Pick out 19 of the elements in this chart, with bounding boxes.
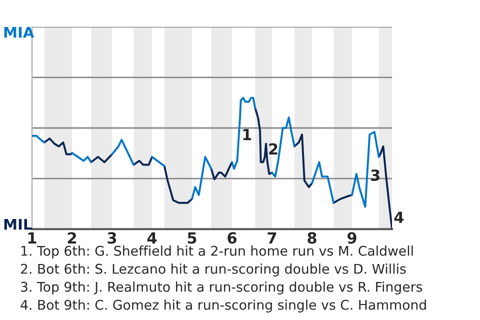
x-tick-label: 5: [188, 232, 196, 244]
annotation: 3: [371, 169, 380, 182]
x-tick-label: 8: [308, 232, 316, 244]
x-tick-label: 9: [347, 232, 356, 244]
text: MIA: [4, 26, 34, 38]
annotation: 2: [269, 143, 278, 155]
text: 4. Bot 9th: C. Gomez hit a run-scoring single vs C. Hammond: [20, 300, 426, 312]
text: MIL: [4, 218, 32, 230]
annotation: 4: [394, 212, 404, 223]
x-tick-label: 2: [68, 232, 76, 244]
x-tick-label: 4: [147, 232, 157, 244]
text: 2. Bot 6th: S. Lezcano hit a run-scoring double vs D. Willis: [20, 264, 406, 276]
x-tick-label: 1: [28, 232, 36, 244]
text: 3. Top 9th: J. Realmuto hit a run-scoring double vs R. Fingers: [21, 282, 422, 294]
text: 1. Top 6th: G. Sheffield hit a 2-run home run vs M. Caldwell: [21, 246, 413, 258]
x-tick-label: 6: [228, 232, 237, 244]
x-tick-label: 3: [108, 232, 116, 244]
annotation: 1: [243, 128, 252, 140]
x-tick-label: 7: [268, 232, 276, 244]
